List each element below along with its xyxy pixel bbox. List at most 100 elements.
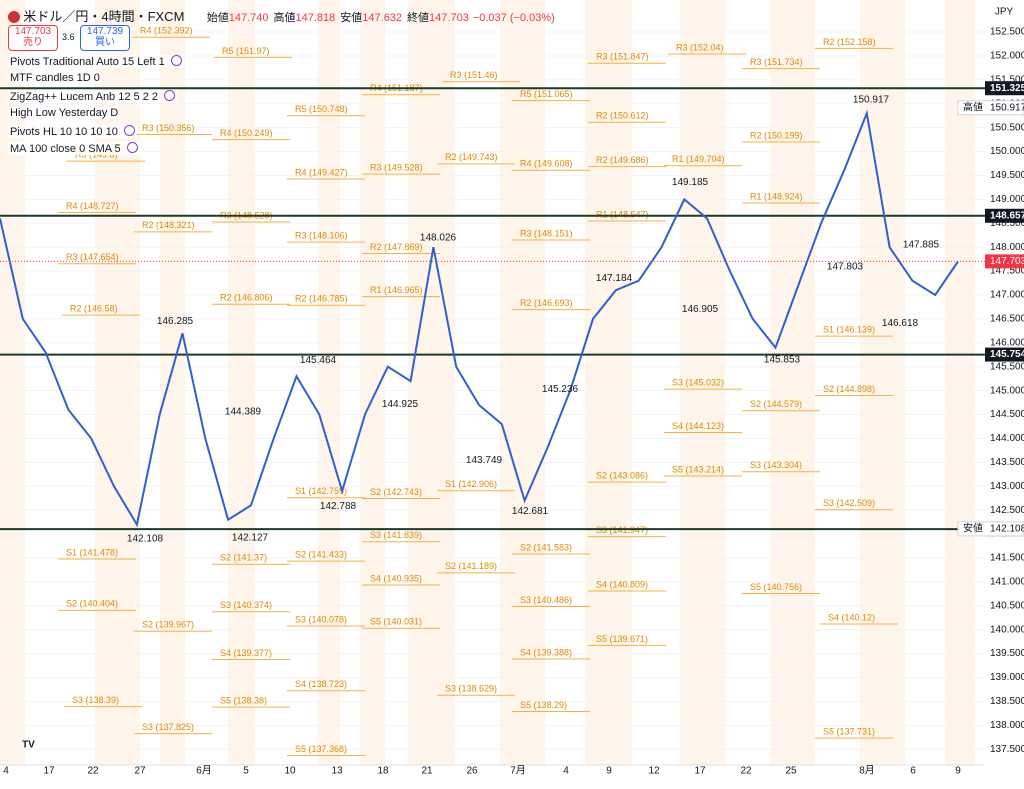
x-tick-label: 9 [955, 766, 961, 777]
y-tick-label: 149.000 [990, 194, 1024, 205]
x-tick-label: 26 [466, 766, 478, 777]
y-tick-label: 138.500 [990, 696, 1024, 707]
pivot-label: R5 (151.065) [520, 89, 573, 99]
x-tick-label: 6月 [196, 765, 212, 777]
flag-icon [8, 11, 20, 23]
pivot-label: R3 (150.356) [142, 123, 195, 133]
indicator: MA 100 close 0 SMA 5 [8, 142, 140, 155]
pivot-label: S1 (146.139) [823, 325, 875, 335]
indicator: ZigZag++ Lucem Anb 12 5 2 2 [8, 89, 177, 103]
y-tick-label: 137.500 [990, 744, 1024, 755]
y-tick-label: 149.500 [990, 170, 1024, 181]
buy-label: 買い [95, 37, 115, 48]
session-band [770, 0, 815, 765]
pivot-label: S2 (144.579) [750, 399, 802, 409]
session-band [318, 0, 340, 765]
x-tick-label: 4 [563, 766, 569, 777]
indicator: Pivots HL 10 10 10 10 [8, 124, 137, 138]
sell-button[interactable]: 147.703 売り [8, 25, 58, 51]
ohlc-value: 147.703 [429, 12, 469, 24]
pivot-label: S2 (142.743) [370, 487, 422, 497]
session-bands [0, 0, 975, 765]
swing-label: 142.681 [512, 506, 549, 517]
pivot-label: S1 (142.906) [445, 479, 497, 489]
swing-label: 146.618 [882, 318, 919, 329]
pivot-label: S3 (138.629) [445, 684, 497, 694]
pivot-label: S4 (140.12) [828, 612, 875, 622]
pivot-label: S5 (137.368) [295, 744, 347, 754]
indicator-icon [123, 124, 135, 136]
swing-label: 147.803 [827, 261, 864, 272]
swing-label: 150.917 [853, 94, 890, 105]
pivot-label: S3 (142.509) [823, 498, 875, 508]
x-tick-label: 22 [87, 766, 99, 777]
pivot-label: R5 (151.97) [222, 46, 270, 56]
y-tick-label: 144.500 [990, 409, 1024, 420]
swing-label: 145.853 [764, 354, 801, 365]
swing-label: 144.925 [382, 399, 419, 410]
pivot-label: R2 (150.199) [750, 130, 803, 140]
pivot-label: S5 (138.38) [220, 696, 267, 706]
y-tick-label: 139.000 [990, 672, 1024, 683]
y-tick-label: 141.500 [990, 553, 1024, 564]
pivot-label: S2 (141.37) [220, 553, 267, 563]
indicator-icon [126, 142, 138, 153]
pivot-label: R4 (152.392) [140, 26, 193, 36]
pivot-label: R2 (146.785) [295, 294, 348, 304]
y-tick-label: 144.000 [990, 433, 1024, 444]
pivot-label: S5 (137.731) [823, 727, 875, 737]
y-tick-label: 150.500 [990, 122, 1024, 133]
pivot-label: R3 (148.106) [295, 230, 348, 240]
logo: TV [22, 740, 35, 751]
pivot-label: S3 (140.486) [520, 595, 572, 605]
x-tick-label: 4 [3, 766, 9, 777]
high-tag [957, 100, 1024, 116]
pivot-label: S5 (140.031) [370, 617, 422, 627]
pivot-label: R4 (148.727) [66, 201, 119, 211]
indicator-icon [170, 55, 182, 66]
y-tick-label: 147.000 [990, 290, 1024, 301]
swing-label: 147.184 [596, 273, 633, 284]
pivot-label: S4 (139.377) [220, 648, 272, 658]
pivot-label: R2 (147.869) [370, 242, 423, 252]
ohlc-value: 147.632 [362, 12, 403, 24]
symbol[interactable]: 米ドル／円・4時間・FXCM [23, 9, 185, 24]
pivot-label: S1 (141.478) [66, 547, 118, 557]
pivot-label: R1 (148.547) [596, 209, 649, 219]
swing-label: 148.026 [420, 233, 457, 244]
indicator-name: MA 100 close 0 SMA 5 [10, 143, 121, 155]
pivot-label: S3 (141.839) [370, 530, 422, 540]
pivot-label: R5 (150.748) [295, 104, 348, 114]
price-axis-bg [985, 0, 1024, 789]
buy-price: 147.739 [86, 26, 124, 37]
pivot-label: S5 (138.29) [520, 700, 567, 710]
pivot-label: R1 (149.704) [672, 154, 725, 164]
currency: JPY [995, 7, 1014, 18]
swing-label: 145.464 [300, 355, 337, 366]
pivot-label: S3 (145.032) [672, 377, 724, 387]
ohlc-label: 始値 [206, 12, 229, 24]
level-tag [985, 81, 1024, 96]
y-tick-label: 148.000 [990, 242, 1024, 253]
indicator: Pivots Traditional Auto 15 Left 1 [8, 55, 184, 68]
pivot-label: S4 (140.935) [370, 573, 422, 583]
x-tick-label: 8月 [859, 765, 875, 777]
pivot-label: S2 (141.583) [520, 542, 572, 552]
x-tick-label: 12 [648, 766, 660, 777]
x-tick-label: 21 [421, 766, 433, 777]
high-value: 150.917 [990, 102, 1024, 113]
x-tick-label: 6 [910, 766, 916, 777]
buy-button[interactable]: 147.739 買い [80, 25, 130, 51]
swing-label: 146.905 [682, 304, 719, 315]
pivot-label: S4 (138.723) [295, 679, 347, 689]
pivot-label: R4 (149.427) [295, 167, 348, 177]
swing-label: 142.108 [127, 534, 164, 545]
y-tick-label: 139.500 [990, 648, 1024, 659]
swing-label: 149.185 [672, 177, 709, 188]
swing-label: 147.885 [903, 239, 940, 250]
pivot-label: R3 (151.734) [750, 57, 803, 67]
level-label: 145.754 [990, 349, 1024, 360]
swing-label: 145.236 [542, 384, 579, 395]
ohlc-label: 終値 [407, 12, 430, 24]
pivot-label: R1 (148.924) [750, 191, 803, 201]
